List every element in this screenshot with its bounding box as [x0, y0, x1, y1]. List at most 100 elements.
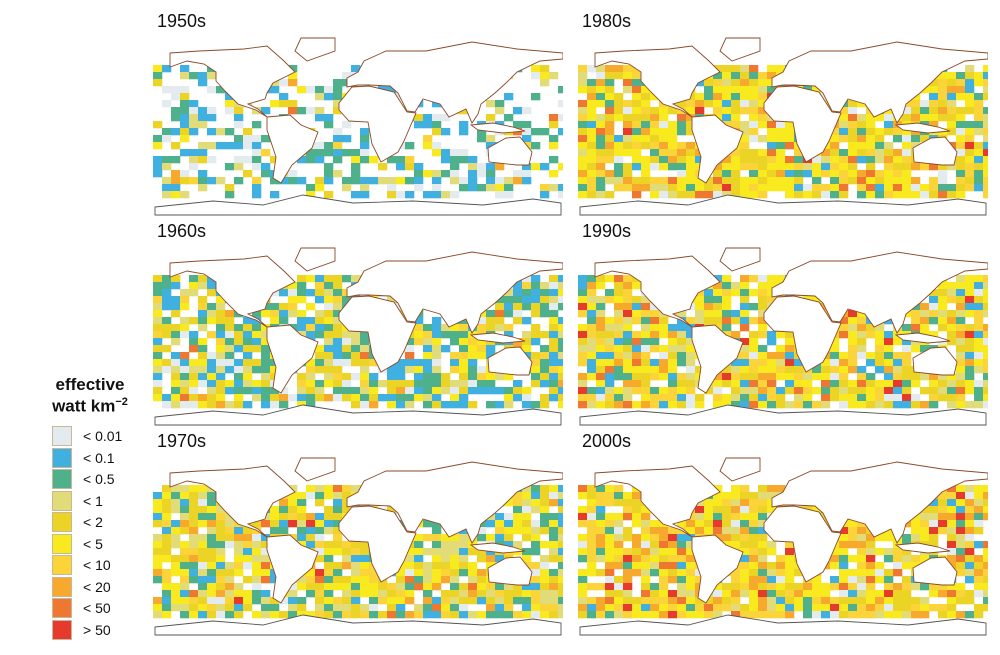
effort-cell [180, 114, 190, 122]
effort-cell [207, 359, 217, 367]
effort-cell [270, 604, 280, 612]
effort-cell [531, 359, 541, 367]
effort-cell [198, 555, 208, 563]
effort-cell [668, 401, 678, 409]
effort-cell [450, 149, 460, 157]
effort-cell [369, 611, 379, 619]
effort-cell [983, 373, 988, 381]
effort-cell [929, 100, 939, 108]
effort-cell [722, 100, 732, 108]
effort-cell [495, 597, 505, 605]
effort-cell [279, 611, 289, 619]
effort-cell [288, 177, 298, 185]
effort-cell [974, 79, 984, 87]
effort-cell [938, 303, 948, 311]
effort-cell [848, 387, 858, 395]
effort-cell [884, 548, 894, 556]
effort-cell [252, 562, 262, 570]
effort-cell [360, 177, 370, 185]
effort-cell [234, 583, 244, 591]
effort-cell [686, 352, 696, 360]
effort-cell [866, 401, 876, 409]
effort-cell [513, 583, 523, 591]
effort-cell [695, 506, 705, 514]
effort-cell [558, 191, 563, 199]
effort-cell [884, 394, 894, 402]
effort-cell [531, 366, 541, 374]
effort-cell [794, 597, 804, 605]
effort-cell [920, 86, 930, 94]
legend-swatch [52, 555, 72, 575]
effort-cell [549, 135, 559, 143]
effort-cell [162, 520, 172, 528]
effort-cell [297, 541, 307, 549]
effort-cell [911, 184, 921, 192]
effort-cell [659, 527, 669, 535]
effort-cell [558, 303, 563, 311]
effort-cell [189, 149, 199, 157]
effort-cell [540, 303, 550, 311]
effort-cell [522, 387, 532, 395]
effort-cell [785, 170, 795, 178]
map-panel-1950s [153, 35, 563, 217]
effort-cell [360, 373, 370, 381]
effort-cell [857, 590, 867, 598]
effort-cell [315, 527, 325, 535]
effort-cell [956, 485, 966, 493]
effort-cell [531, 576, 541, 584]
effort-cell [207, 310, 217, 318]
effort-cell [171, 191, 181, 199]
effort-cell [812, 366, 822, 374]
effort-cell [333, 79, 343, 87]
effort-cell [342, 541, 352, 549]
effort-cell [495, 590, 505, 598]
effort-cell [767, 485, 777, 493]
effort-cell [207, 128, 217, 136]
effort-cell [270, 100, 280, 108]
effort-cell [605, 541, 615, 549]
effort-cell [911, 520, 921, 528]
effort-cell [162, 128, 172, 136]
effort-cell [947, 534, 957, 542]
effort-cell [758, 170, 768, 178]
effort-cell [324, 555, 334, 563]
effort-cell [387, 583, 397, 591]
effort-cell [965, 128, 975, 136]
effort-cell [342, 562, 352, 570]
map-panel-1990s [578, 245, 988, 427]
effort-cell [558, 604, 563, 612]
effort-cell [504, 303, 514, 311]
effort-cell [587, 485, 597, 493]
effort-cell [423, 394, 433, 402]
effort-cell [324, 93, 334, 101]
effort-cell [884, 534, 894, 542]
effort-cell [650, 324, 660, 332]
effort-cell [749, 72, 759, 80]
effort-cell [749, 359, 759, 367]
effort-cell [288, 513, 298, 521]
effort-cell [549, 275, 559, 283]
effort-cell [650, 359, 660, 367]
effort-cell [207, 576, 217, 584]
effort-cell [668, 359, 678, 367]
effort-cell [758, 527, 768, 535]
effort-cell [623, 394, 633, 402]
effort-cell [270, 191, 280, 199]
effort-cell [668, 135, 678, 143]
effort-cell [641, 170, 651, 178]
effort-cell [902, 191, 912, 199]
effort-cell [857, 562, 867, 570]
effort-cell [243, 562, 253, 570]
effort-cell [261, 345, 271, 353]
effort-cell [974, 282, 984, 290]
effort-cell [180, 394, 190, 402]
effort-cell [884, 128, 894, 136]
effort-cell [360, 149, 370, 157]
effort-cell [261, 597, 271, 605]
effort-cell [324, 289, 334, 297]
effort-cell [911, 345, 921, 353]
effort-cell [504, 331, 514, 339]
effort-cell [513, 499, 523, 507]
effort-cell [578, 548, 588, 556]
effort-cell [587, 492, 597, 500]
